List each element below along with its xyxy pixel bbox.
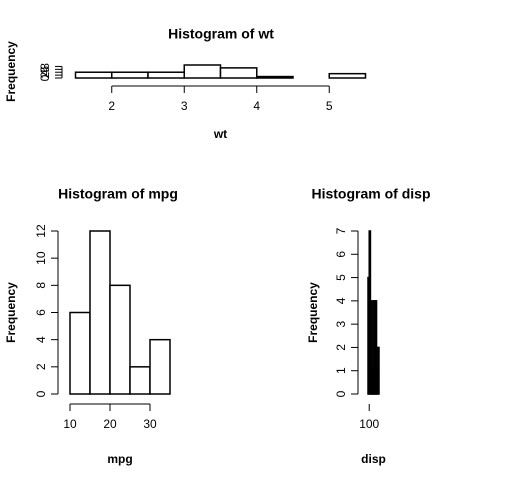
bar [377, 346, 380, 395]
y-tick-label: 0 [34, 390, 48, 397]
x-axis-label: mpg [107, 452, 132, 466]
bar [328, 72, 367, 79]
y-tick-label: 2 [334, 344, 348, 351]
x-tick-label: 10 [63, 417, 77, 431]
y-tick-label: 2 [34, 363, 48, 370]
bar [89, 230, 111, 395]
y-tick-label: 3 [334, 320, 348, 327]
bar [109, 284, 131, 395]
x-tick-label: 3 [181, 99, 188, 113]
y-tick-label: 4 [334, 297, 348, 304]
bar [147, 71, 185, 79]
bar [256, 75, 294, 79]
y-tick-label: 0 [38, 74, 52, 81]
x-tick-label: 5 [326, 99, 333, 113]
y-tick-label: 6 [34, 309, 48, 316]
y-tick-label: 2 [38, 71, 52, 78]
y-tick-label: 0 [334, 390, 348, 397]
chart-title: Histogram of wt [168, 26, 274, 42]
x-tick-label: 30 [143, 417, 157, 431]
y-axis-label: Frequency [4, 41, 18, 102]
y-tick-label: 10 [34, 251, 48, 265]
y-tick-label: 4 [38, 69, 52, 76]
x-tick-label: 4 [253, 99, 260, 113]
bar [183, 64, 222, 79]
y-tick-label: 6 [38, 66, 52, 73]
y-tick-label: 6 [334, 251, 348, 258]
y-tick-label: 4 [34, 336, 48, 343]
y-tick-label: 7 [334, 227, 348, 234]
bar [149, 338, 171, 395]
y-tick-label: 12 [34, 224, 48, 238]
y-tick-label: 5 [334, 274, 348, 281]
chart-title: Histogram of mpg [58, 186, 178, 202]
y-tick-label: 1 [334, 367, 348, 374]
y-tick-label: 8 [34, 282, 48, 289]
y-axis-label: Frequency [306, 282, 320, 343]
x-tick-label: 100 [359, 417, 379, 431]
bar [129, 366, 151, 395]
x-axis-label: wt [213, 127, 227, 141]
x-tick-label: 20 [103, 417, 117, 431]
y-axis-label: Frequency [4, 282, 18, 343]
x-axis-label: disp [361, 452, 386, 466]
y-tick-label: 8 [38, 63, 52, 70]
bar [111, 71, 149, 79]
bar [74, 71, 113, 79]
x-tick-label: 2 [108, 99, 115, 113]
bar [69, 311, 91, 395]
chart-title: Histogram of disp [311, 186, 430, 202]
bar [219, 67, 258, 79]
